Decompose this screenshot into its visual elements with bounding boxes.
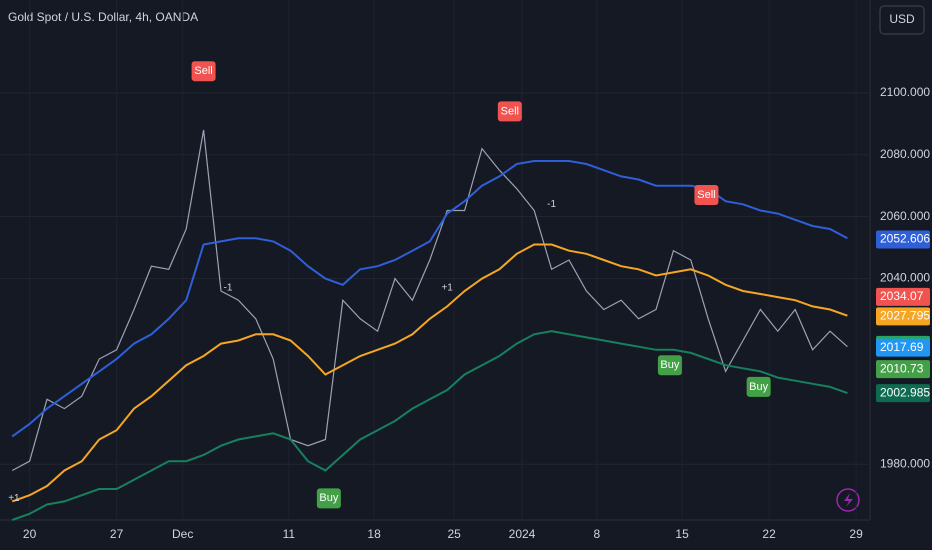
signal-label: -1: [223, 282, 232, 293]
price-badge-label: 2052.606: [880, 232, 930, 246]
signal-label: Sell: [194, 65, 212, 77]
x-tick-label: 27: [110, 527, 124, 541]
signal-label: -1: [547, 199, 556, 210]
x-tick-label: Dec: [172, 527, 193, 541]
x-tick-label: 25: [447, 527, 461, 541]
signal-box: [746, 376, 771, 397]
price-badge-label: 2027.795: [880, 309, 930, 323]
signal-label: Buy: [749, 381, 768, 393]
x-tick-label: 11: [283, 527, 296, 541]
series-line: [11, 330, 848, 521]
signal-box: [316, 488, 341, 509]
lightning-icon[interactable]: [836, 488, 860, 512]
signal-box: [191, 61, 216, 82]
x-tick-label: 8: [593, 527, 600, 541]
currency-label[interactable]: USD: [889, 12, 915, 26]
y-tick-label: 2060.000: [880, 209, 930, 223]
x-tick-label: 15: [675, 527, 689, 541]
y-tick-label: 1980.000: [880, 456, 930, 470]
y-tick-label: 2100.000: [880, 85, 930, 99]
signal-box: [657, 355, 682, 376]
currency-button[interactable]: [879, 5, 925, 35]
price-badge: [876, 230, 930, 249]
signal-label: Sell: [501, 105, 519, 117]
signal-label: Buy: [660, 359, 679, 371]
series-line: [11, 243, 848, 503]
lightning-glyph: [844, 493, 853, 507]
price-badge: [876, 360, 930, 379]
price-badge: [876, 384, 930, 403]
x-tick-label: 2024: [509, 527, 536, 541]
x-tick-label: 29: [849, 527, 863, 541]
signal-label: Buy: [319, 492, 338, 504]
signal-label: +1: [441, 282, 453, 293]
signal-box: [497, 101, 522, 122]
signal-label: Sell: [697, 189, 715, 201]
y-tick-label: 2080.000: [880, 147, 930, 161]
x-tick-label: 22: [762, 527, 776, 541]
price-badge-label: 2010.73: [880, 361, 924, 375]
x-tick-label: 20: [23, 527, 37, 541]
x-tick-label: 18: [367, 527, 381, 541]
price-badge-label: 2017.69: [880, 340, 924, 354]
y-tick-label: 2040.000: [880, 271, 930, 285]
signal-box: [694, 185, 719, 205]
series-line: [11, 129, 848, 472]
price-badge: [876, 287, 930, 306]
signal-label: +1: [8, 493, 20, 504]
price-badge-label: 2034.07: [880, 289, 924, 303]
price-badge: [876, 338, 930, 357]
price-badge-label: 2002.985: [880, 385, 930, 399]
price-badge: [876, 307, 930, 326]
chart-title: Gold Spot / U.S. Dollar, 4h, OANDA: [8, 10, 198, 24]
